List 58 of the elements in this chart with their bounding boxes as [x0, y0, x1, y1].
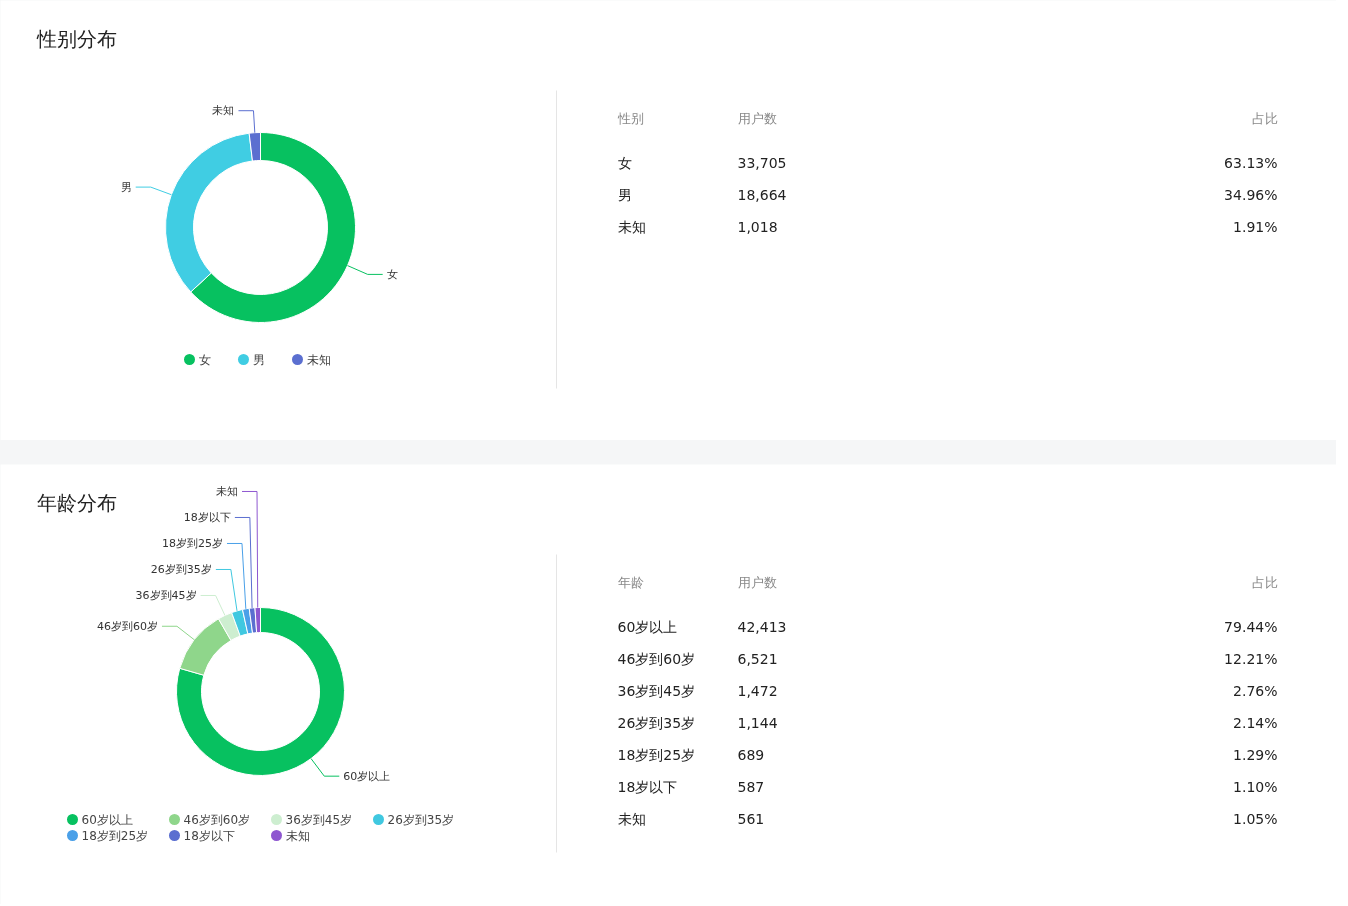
category-label: 60岁以上 — [617, 618, 678, 635]
text: 1,018 — [737, 218, 778, 235]
text: 2.14% — [1233, 714, 1278, 731]
legend-label: 26岁到35岁 — [387, 812, 455, 827]
slice-label: 男 — [120, 180, 132, 194]
text: 79.44% — [1224, 618, 1278, 635]
legend-label: 46岁到60岁 — [183, 812, 251, 827]
legend-label: 未知 — [306, 352, 331, 367]
text: 34.96% — [1224, 186, 1278, 203]
chart-title: 年龄分布 — [36, 490, 117, 515]
slice-label: 未知 — [212, 104, 235, 118]
legend-label: 男 — [252, 352, 265, 367]
text: 2.76% — [1233, 682, 1278, 699]
legend-label: 女 — [198, 352, 211, 367]
text: 性别 — [616, 111, 644, 126]
category-label: 女 — [617, 154, 632, 171]
text: 587 — [737, 778, 765, 795]
text: 12.21% — [1224, 650, 1278, 667]
chart-title: 性别分布 — [35, 26, 117, 51]
slice-label: 46岁到60岁 — [96, 619, 158, 633]
slice-label: 18岁以下 — [183, 510, 231, 524]
legend-label: 18岁以下 — [183, 828, 235, 843]
slice-label: 26岁到35岁 — [150, 562, 212, 576]
text: 1.29% — [1233, 746, 1278, 763]
text: 用户数 — [737, 575, 777, 590]
text: 年龄 — [617, 575, 644, 590]
text: 1.10% — [1233, 778, 1278, 795]
text: 占比 — [1251, 111, 1278, 126]
text: 占比 — [1251, 575, 1278, 590]
text: 18,664 — [737, 186, 787, 203]
slice-label: 女 — [386, 267, 398, 281]
text: 用户数 — [737, 111, 777, 126]
category-label: 未知 — [617, 218, 646, 235]
category-label: 男 — [617, 186, 632, 203]
text: 1.05% — [1233, 810, 1278, 827]
slice-label: 36岁到45岁 — [135, 588, 197, 602]
text: 6,521 — [737, 650, 778, 667]
text: 1,472 — [737, 682, 778, 699]
text: 42,413 — [737, 618, 787, 635]
text: 1,144 — [737, 714, 778, 731]
slice-label: 18岁到25岁 — [161, 536, 223, 550]
category-label: 26岁到35岁 — [617, 714, 696, 731]
legend-label: 60岁以上 — [81, 812, 133, 827]
legend-label: 未知 — [285, 828, 310, 843]
slice-label: 60岁以上 — [343, 769, 391, 783]
category-label: 未知 — [617, 810, 646, 827]
text: 33,705 — [737, 154, 787, 171]
text: 1.91% — [1233, 218, 1278, 235]
category-label: 46岁到60岁 — [617, 650, 696, 667]
text: 63.13% — [1224, 154, 1278, 171]
slice-label: 未知 — [216, 484, 238, 498]
legend-label: 18岁到25岁 — [81, 828, 149, 843]
text: 689 — [737, 746, 765, 763]
category-label: 18岁到25岁 — [617, 746, 696, 763]
category-label: 18岁以下 — [617, 778, 678, 795]
category-label: 36岁到45岁 — [617, 682, 696, 699]
legend-label: 36岁到45岁 — [285, 812, 353, 827]
text: 561 — [737, 810, 765, 827]
